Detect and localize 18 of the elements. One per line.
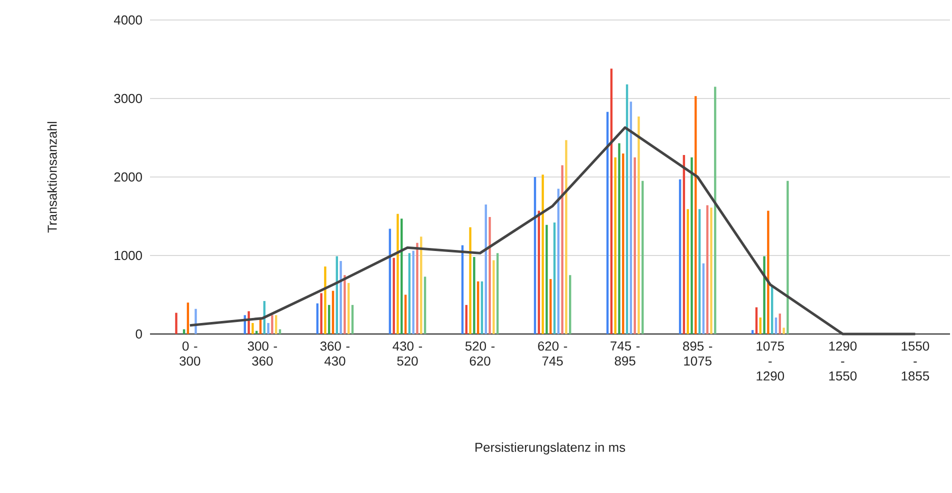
x-tick-label: 520 - 620 xyxy=(465,342,495,366)
y-axis-title: Transaktionsanzahl xyxy=(47,122,57,233)
y-tick-label: 2000 xyxy=(114,172,142,182)
x-tick-label: 1550 - 1855 xyxy=(902,342,930,381)
x-axis-title: Persistierungslatenz in ms xyxy=(475,442,626,454)
y-tick-label: 0 xyxy=(136,329,142,339)
x-tick-label: 1290 - 1550 xyxy=(829,342,857,381)
x-tick-label: 895 - 1075 xyxy=(683,342,712,366)
x-tick-label: 1075 - 1290 xyxy=(756,342,784,381)
x-tick-label: 430 - 520 xyxy=(392,342,422,366)
x-tick-label: 360 - 430 xyxy=(320,342,350,366)
x-tick-label: 745 - 895 xyxy=(610,342,640,366)
y-tick-label: 3000 xyxy=(114,94,142,104)
x-tick-label: 0 - 300 xyxy=(180,342,200,366)
x-tick-label: 300 - 360 xyxy=(248,342,277,366)
y-tick-label: 4000 xyxy=(114,15,142,25)
y-tick-label: 1000 xyxy=(114,250,142,260)
x-tick-label: 620 - 745 xyxy=(538,342,568,366)
